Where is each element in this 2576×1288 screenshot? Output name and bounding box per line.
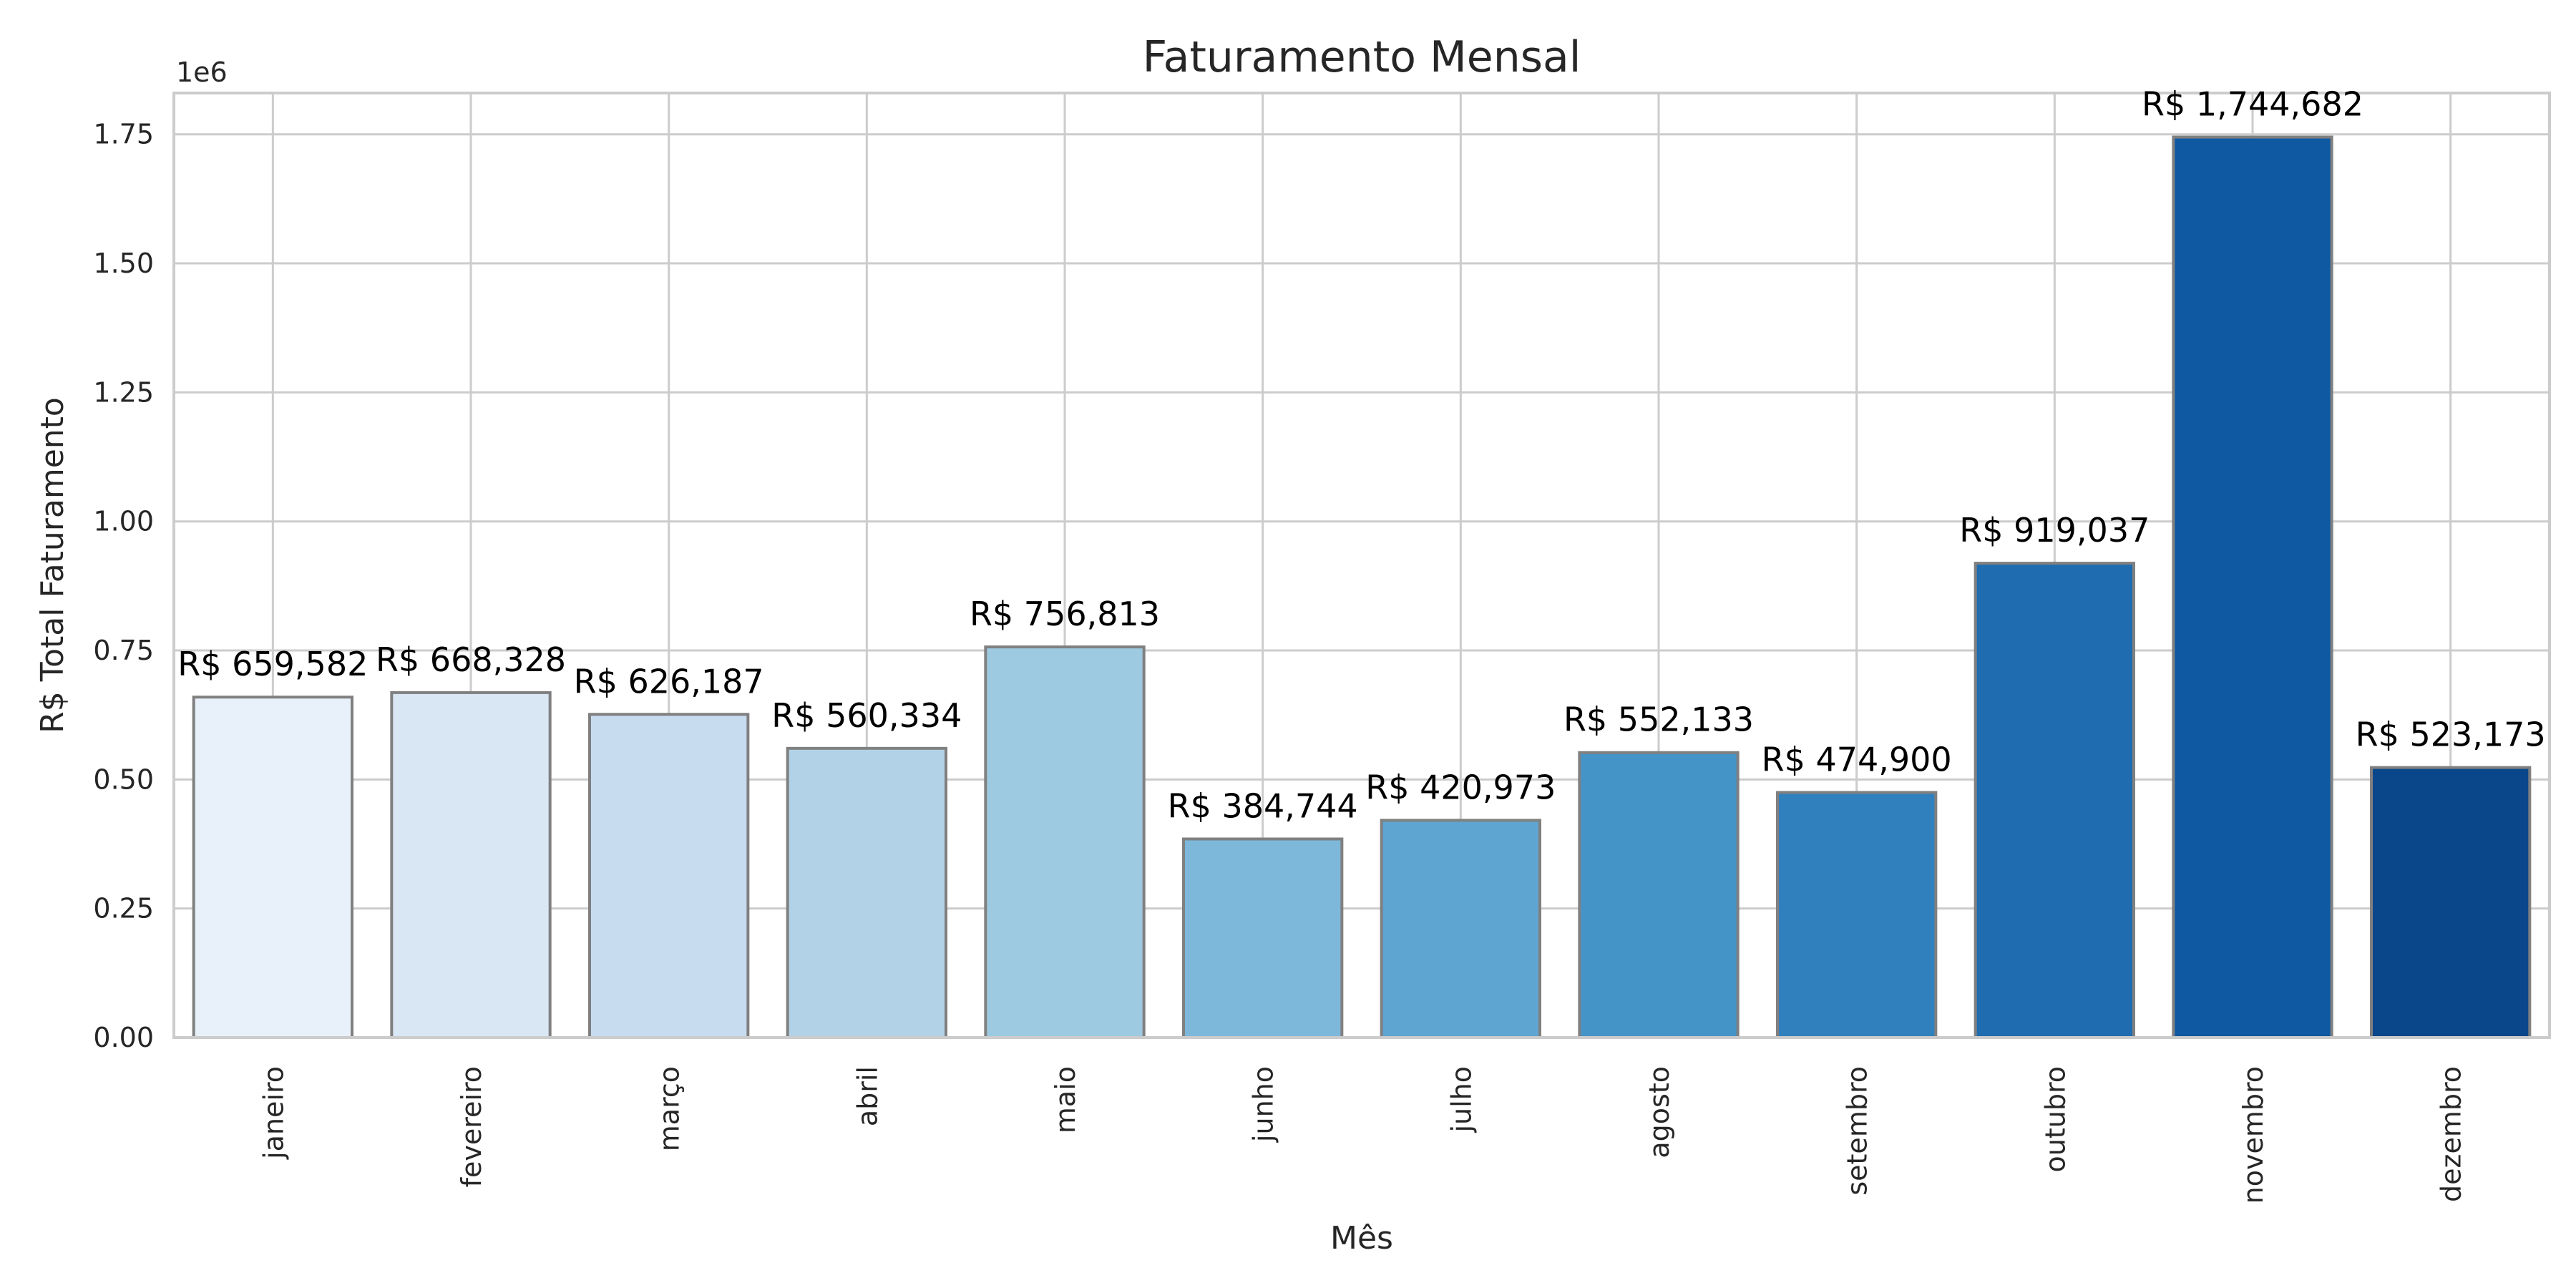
bar-novembro xyxy=(2172,135,2333,1039)
x-tick-label: fevereiro xyxy=(456,1066,487,1187)
data-label: R$ 659,582 xyxy=(177,645,368,683)
bar-outubro xyxy=(1974,562,2136,1039)
x-tick-label: julho xyxy=(1445,1066,1477,1133)
x-tick-label: outubro xyxy=(2039,1066,2071,1172)
bars-layer xyxy=(192,135,2532,1040)
x-axis-label: Mês xyxy=(1330,1220,1393,1257)
data-label: R$ 560,334 xyxy=(771,696,962,735)
plot-frame xyxy=(172,92,2551,1039)
bar-janeiro xyxy=(192,696,353,1040)
data-label: R$ 474,900 xyxy=(1762,740,1952,779)
y-tick-label: 1.25 xyxy=(93,376,154,408)
x-tick-label: abril xyxy=(852,1066,883,1126)
data-label: R$ 626,187 xyxy=(574,662,764,701)
x-tick-labels: janeiro fevereiro março abril maio junho julho… xyxy=(258,1066,2467,1204)
bar-março xyxy=(588,713,750,1040)
x-tick-label: novembro xyxy=(2238,1066,2269,1204)
y-tick-label: 1.00 xyxy=(93,506,154,537)
bar-julho xyxy=(1380,819,1541,1039)
data-label: R$ 384,744 xyxy=(1168,786,1358,825)
bar-junho xyxy=(1182,837,1344,1039)
y-tick-label: 1.50 xyxy=(93,248,154,279)
x-tick-label: janeiro xyxy=(258,1066,289,1160)
data-label: R$ 668,328 xyxy=(376,640,566,679)
data-label: R$ 523,173 xyxy=(2356,716,2546,754)
bar-fevereiro xyxy=(390,691,552,1040)
y-axis-label: R$ Total Faturamento xyxy=(34,397,71,733)
x-tick-label: maio xyxy=(1050,1066,1081,1133)
bar-agosto xyxy=(1578,751,1740,1039)
x-tick-label: junho xyxy=(1248,1066,1279,1143)
bar-maio xyxy=(984,645,1146,1039)
data-label: R$ 552,133 xyxy=(1563,701,1754,739)
chart-title: Faturamento Mensal xyxy=(1143,32,1581,82)
x-tick-label: dezembro xyxy=(2436,1066,2467,1202)
y-axis-offset-text: 1e6 xyxy=(176,57,228,88)
x-tick-label: setembro xyxy=(1842,1066,1873,1196)
y-tick-label: 0.25 xyxy=(93,893,154,924)
bar-setembro xyxy=(1776,791,1938,1040)
y-tick-label: 1.75 xyxy=(93,119,154,150)
y-tick-label: 0.00 xyxy=(93,1022,154,1053)
data-label: R$ 1,744,682 xyxy=(2142,85,2363,124)
y-tick-labels: 0.00 0.25 0.50 0.75 1.00 1.25 1.50 1.75 xyxy=(93,119,154,1053)
bar-abril xyxy=(786,746,947,1040)
data-label: R$ 756,813 xyxy=(970,595,1160,633)
y-tick-label: 0.50 xyxy=(93,763,154,795)
y-tick-label: 0.75 xyxy=(93,635,154,666)
bar-dezembro xyxy=(2370,766,2532,1039)
data-label: R$ 919,037 xyxy=(1959,511,2150,550)
data-label: R$ 420,973 xyxy=(1365,768,1556,806)
x-tick-label: agosto xyxy=(1644,1066,1675,1158)
x-tick-label: março xyxy=(654,1066,686,1151)
